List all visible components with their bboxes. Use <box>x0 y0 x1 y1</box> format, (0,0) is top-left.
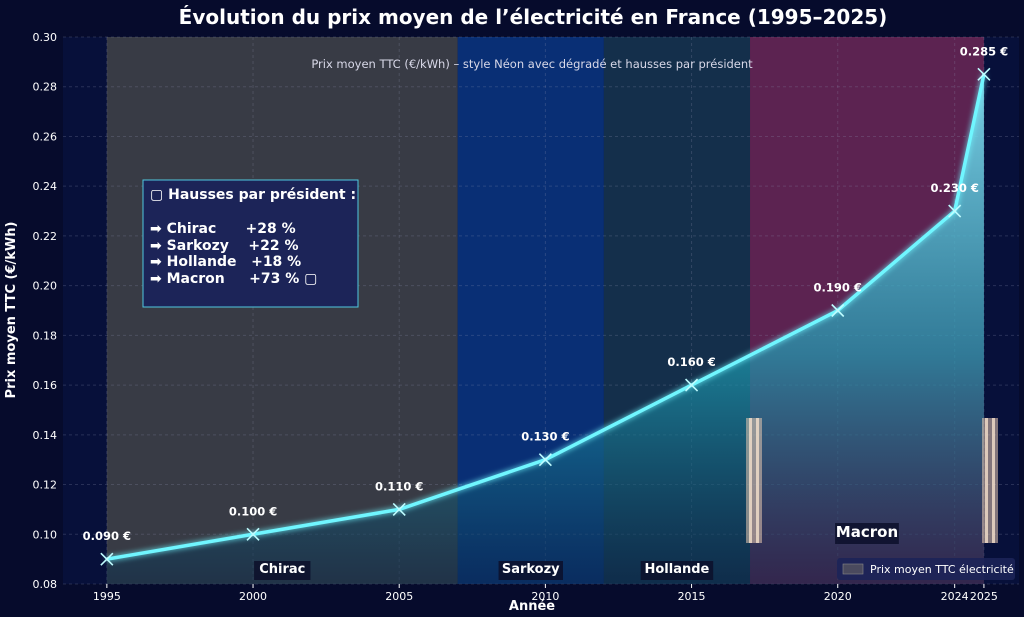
x-tick-label: 1995 <box>93 590 121 603</box>
data-point-marker <box>100 552 114 566</box>
x-tick-label: 2015 <box>678 590 706 603</box>
marker-stroke <box>246 527 260 541</box>
chart-subtitle: Prix moyen TTC (€/kWh) – style Néon avec… <box>311 57 753 71</box>
x-tick-label: 2024 <box>941 590 969 603</box>
x-axis-label: Année <box>509 599 555 614</box>
bar-decoration-right <box>982 418 998 543</box>
marker-stroke <box>977 67 991 81</box>
data-label: 0.230 € <box>930 181 978 195</box>
data-label: 0.110 € <box>375 479 423 493</box>
x-tick-label: 2000 <box>239 590 267 603</box>
data-label: 0.285 € <box>960 44 1008 58</box>
data-label: 0.100 € <box>229 504 277 518</box>
y-tick-label: 0.28 <box>33 81 58 94</box>
y-tick-label: 0.12 <box>33 479 58 492</box>
president-label-bg <box>640 561 714 580</box>
bar-decoration-left <box>746 418 762 543</box>
y-tick-label: 0.20 <box>33 280 58 293</box>
x-tick-label: 2010 <box>531 590 559 603</box>
legend-swatch <box>842 563 864 575</box>
price-area <box>106 74 984 584</box>
x-tick-label: 2025 <box>970 590 998 603</box>
y-tick-label: 0.14 <box>33 429 58 442</box>
y-tick-label: 0.30 <box>33 31 58 44</box>
y-tick-label: 0.10 <box>33 528 58 541</box>
x-tick-label: 2005 <box>385 590 413 603</box>
legend: Prix moyen TTC électricité <box>837 558 1015 580</box>
y-tick-label: 0.24 <box>33 180 58 193</box>
x-tick-label: 2020 <box>824 590 852 603</box>
marker-stroke <box>948 204 962 218</box>
annotation-line-hollande: ➡ Hollande +18 % <box>150 254 301 270</box>
annotation-box: ▢ Hausses par président : ➡ Chirac +28 %… <box>142 179 359 308</box>
president-label-bg <box>835 523 899 544</box>
marker-stroke <box>831 303 845 318</box>
data-point-marker <box>977 67 991 81</box>
y-tick-label: 0.22 <box>33 230 58 243</box>
annotation-line-chirac: ➡ Chirac +28 % <box>150 221 296 237</box>
president-label-hollande: Hollande <box>645 562 710 577</box>
marker-stroke <box>392 502 406 516</box>
president-band-chirac <box>106 37 458 584</box>
data-label: 0.190 € <box>814 281 862 295</box>
data-point-marker <box>538 453 552 467</box>
y-axis-label: Prix moyen TTC (€/kWh) <box>4 222 19 399</box>
y-tick-label: 0.16 <box>33 379 58 392</box>
y-tick-label: 0.18 <box>33 329 58 342</box>
data-point-marker <box>392 502 406 516</box>
legend-label: Prix moyen TTC électricité <box>870 563 1014 576</box>
president-label-sarkozy: Sarkozy <box>502 562 560 577</box>
president-label-macron: Macron <box>836 523 898 541</box>
marker-stroke <box>538 453 552 467</box>
data-label: 0.130 € <box>521 430 569 444</box>
data-point-marker <box>246 527 260 541</box>
marker-stroke <box>100 552 114 566</box>
chart-title: Évolution du prix moyen de l’électricité… <box>179 5 888 29</box>
annotation-title: ▢ Hausses par président : <box>150 187 356 203</box>
president-label-bg <box>498 561 563 580</box>
marker-stroke <box>684 378 699 392</box>
price-line <box>106 73 986 561</box>
y-tick-label: 0.08 <box>33 578 58 591</box>
data-point-marker <box>948 204 962 218</box>
data-point-marker <box>831 303 845 318</box>
president-label-chirac: Chirac <box>259 562 305 577</box>
y-tick-label: 0.26 <box>33 130 58 143</box>
annotation-line-macron: ➡ Macron +73 % ▢ <box>150 271 317 287</box>
data-point-marker <box>684 378 699 392</box>
president-label-bg <box>254 561 311 580</box>
data-label: 0.160 € <box>667 355 715 369</box>
annotation-line-sarkozy: ➡ Sarkozy +22 % <box>150 238 298 254</box>
data-label: 0.090 € <box>83 529 131 543</box>
